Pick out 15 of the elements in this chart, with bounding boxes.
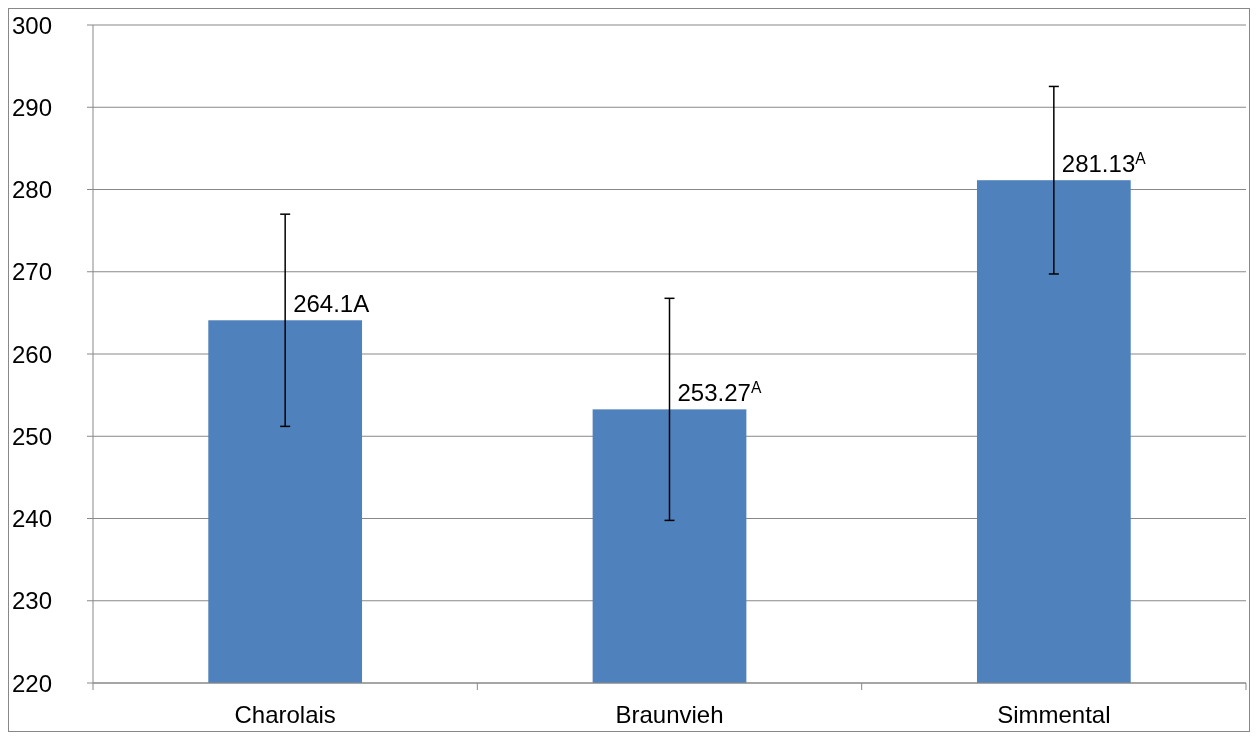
y-tick-label: 230: [12, 587, 53, 615]
y-tick-label: 270: [12, 258, 53, 286]
x-tick-label: Charolais: [234, 701, 336, 728]
y-tick-label: 250: [12, 422, 53, 450]
y-tick-label: 300: [12, 11, 53, 39]
data-label: 253.27$^{A}$: [677, 378, 762, 407]
y-tick-label: 290: [12, 93, 53, 121]
y-tick-label: 240: [12, 505, 53, 532]
x-tick-label: Braunvieh: [615, 701, 724, 728]
y-tick-label: 260: [12, 340, 53, 368]
x-tick-label: Simmental: [997, 701, 1111, 728]
data-label: 281.13$^{A}$: [1061, 149, 1147, 178]
y-tick-label: 220: [12, 669, 53, 697]
data-label: 264.1A: [293, 290, 370, 318]
y-tick-label: 280: [12, 176, 53, 203]
